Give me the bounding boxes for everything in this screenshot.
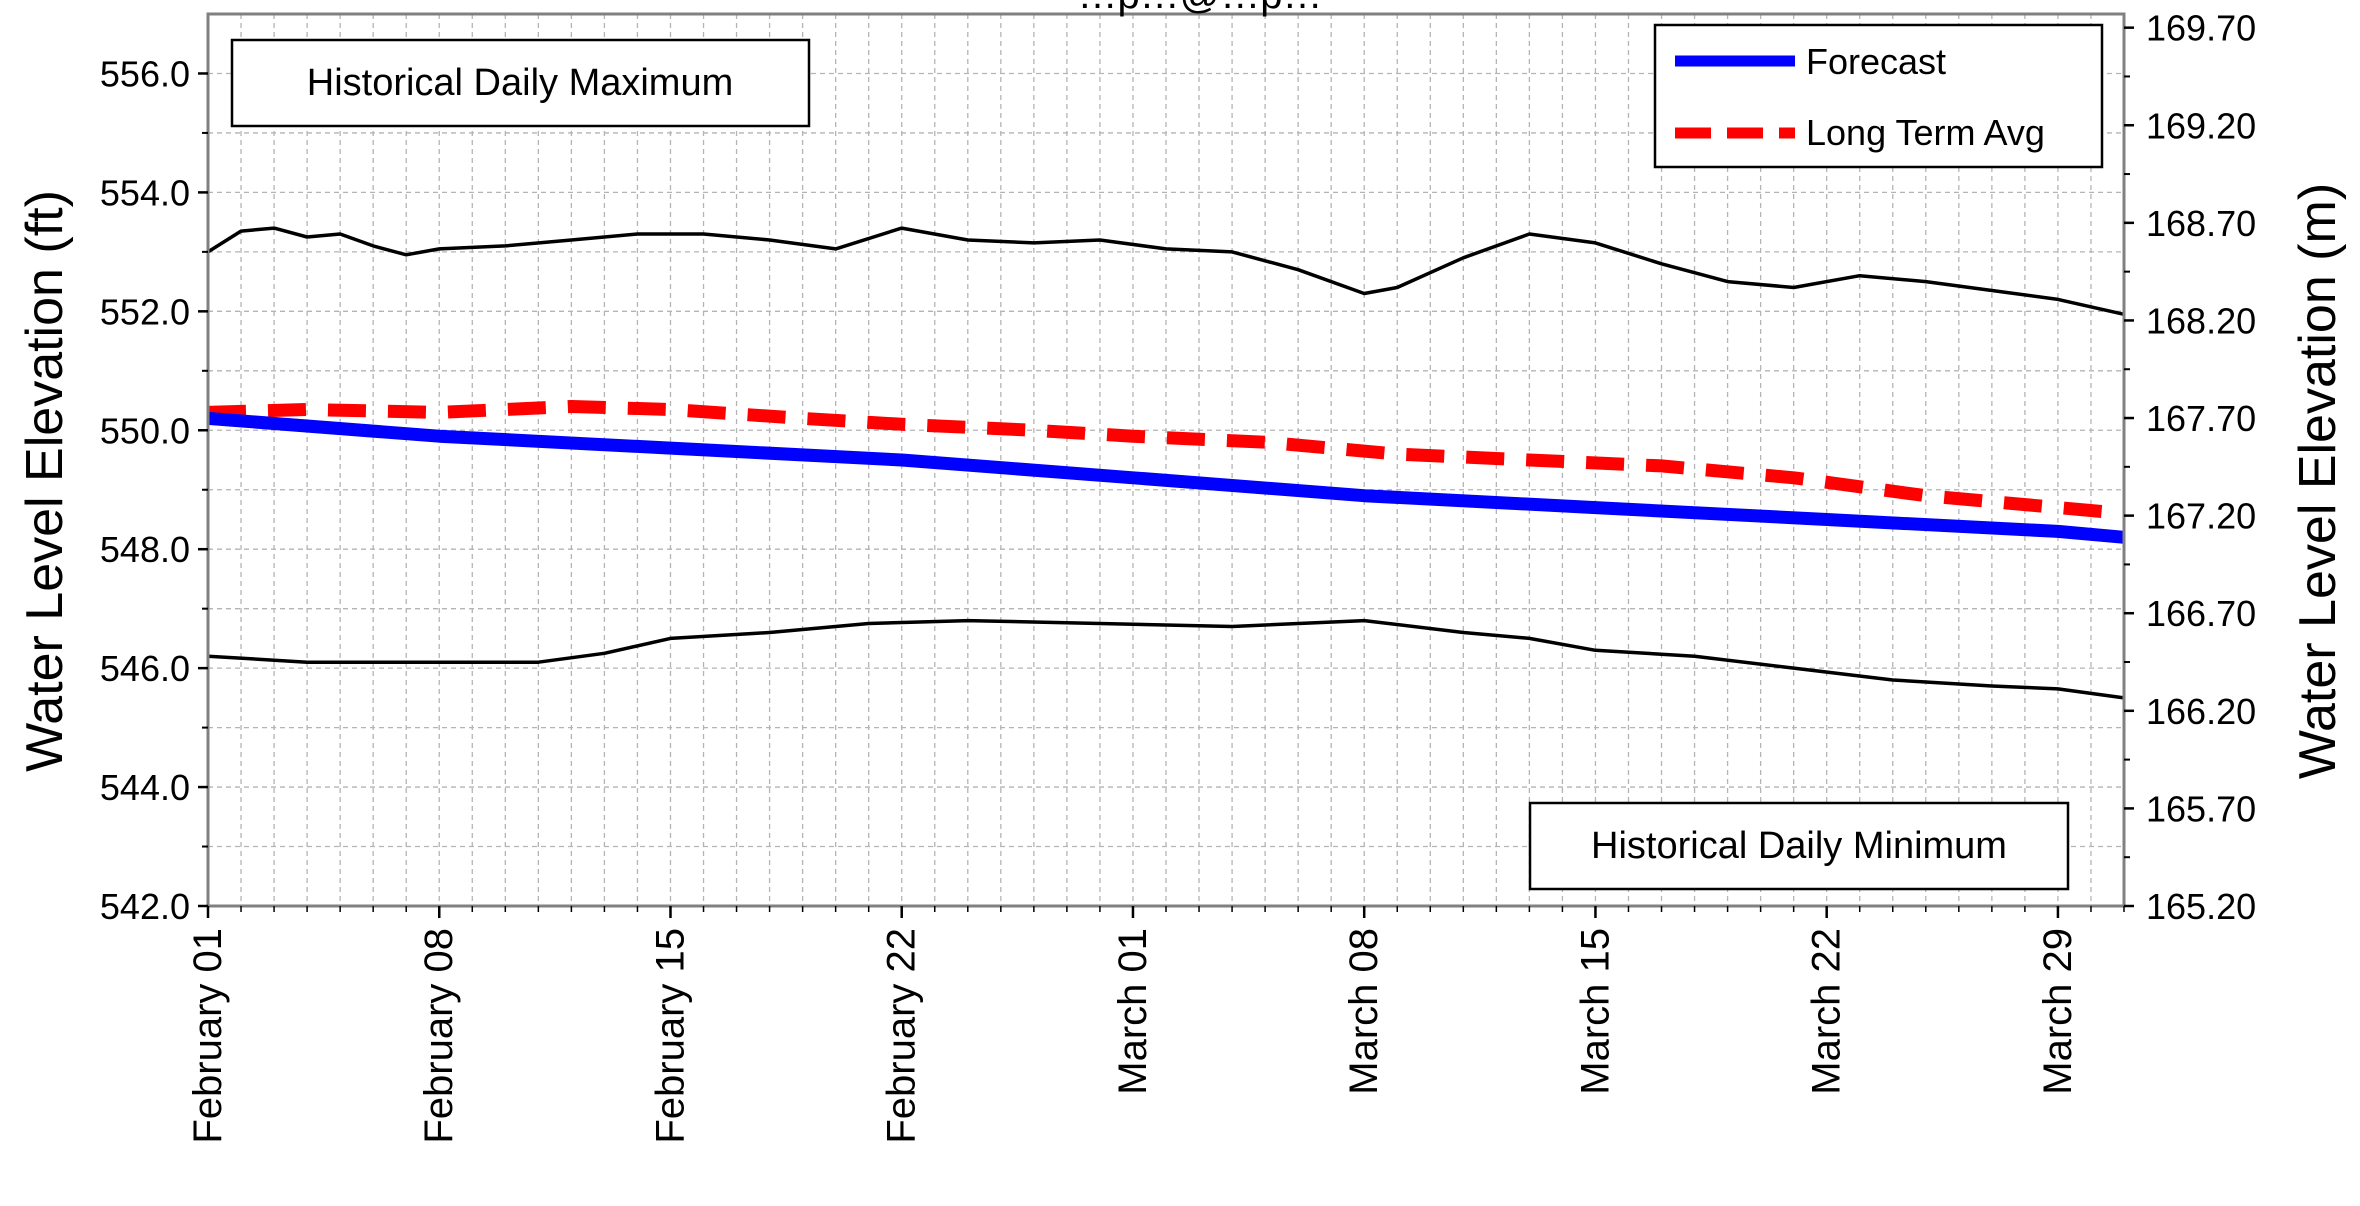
x-tick-label: February 15 — [648, 928, 692, 1144]
y-tick-label-left: 556.0 — [100, 53, 190, 94]
y-tick-label-left: 544.0 — [100, 767, 190, 808]
y-tick-label-right: 169.70 — [2146, 8, 2256, 49]
x-tick-label: February 01 — [186, 928, 230, 1144]
series-line-historical-daily-maximum — [207, 226, 2125, 317]
x-tick-label: March 22 — [1805, 928, 1849, 1095]
x-tick-label: February 08 — [417, 928, 461, 1144]
y-tick-label-right: 167.20 — [2146, 496, 2256, 537]
y-tick-label-right: 168.20 — [2146, 300, 2256, 341]
legend: Forecast Long Term Avg — [1653, 23, 2104, 169]
y-tick-label-right: 166.70 — [2146, 593, 2256, 634]
series-line-historical-daily-minimum — [207, 618, 2125, 700]
x-tick-label: March 29 — [2036, 928, 2080, 1095]
y-tick-label-right: 165.70 — [2146, 788, 2256, 829]
y-tick-label-left: 548.0 — [100, 529, 190, 570]
x-tick-label: March 15 — [1573, 928, 1617, 1095]
series-group — [207, 226, 2125, 700]
y-tick-label-left: 546.0 — [100, 648, 190, 689]
y-tick-label-left: 552.0 — [100, 291, 190, 332]
x-tick-label: February 22 — [880, 928, 924, 1144]
y-axis-label-left: Water Level Elevation (ft) — [16, 190, 74, 772]
annotation-historical-min-label: Historical Daily Minimum — [1591, 825, 2007, 867]
annotation-historical-max: Historical Daily Maximum — [230, 38, 811, 128]
y-tick-label-right: 165.20 — [2146, 886, 2256, 927]
annotation-historical-min: Historical Daily Minimum — [1528, 801, 2070, 891]
chart-title: …p…@…p… — [1077, 0, 1322, 17]
legend-label-forecast: Forecast — [1806, 41, 1946, 82]
y-tick-label-right: 166.20 — [2146, 691, 2256, 732]
legend-label-long-term-avg: Long Term Avg — [1806, 112, 2045, 153]
tick-labels: 542.0 544.0 546.0 548.0 550.0 552.0 554.0 556.0… — [100, 8, 2256, 1144]
x-tick-label: March 08 — [1342, 928, 1386, 1095]
tick-marks — [198, 26, 2134, 918]
y-axis-label-right: Water Level Elevation (m) — [2289, 183, 2347, 779]
x-tick-label: March 01 — [1111, 928, 1155, 1095]
y-tick-label-left: 550.0 — [100, 410, 190, 451]
y-tick-label-right: 169.20 — [2146, 105, 2256, 146]
y-tick-label-right: 168.70 — [2146, 203, 2256, 244]
series-line-forecast — [207, 411, 2125, 544]
annotation-historical-max-label: Historical Daily Maximum — [307, 62, 734, 104]
y-tick-label-right: 167.70 — [2146, 398, 2256, 439]
series-line-long-term-avg — [207, 400, 2125, 520]
y-tick-label-left: 542.0 — [100, 886, 190, 927]
y-tick-label-left: 554.0 — [100, 172, 190, 213]
